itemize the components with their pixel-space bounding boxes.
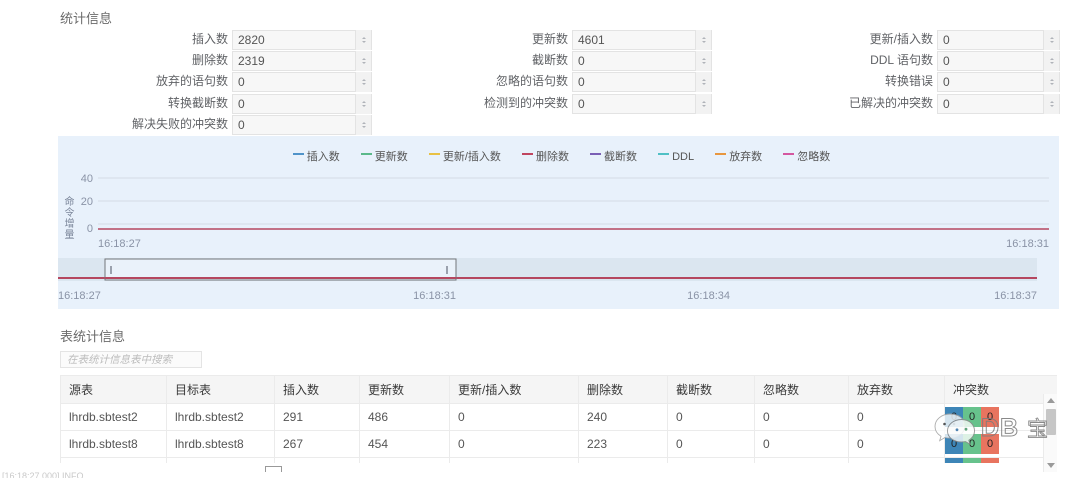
svg-text:40: 40 <box>81 173 93 185</box>
svg-text:16:18:31: 16:18:31 <box>413 290 456 302</box>
svg-text:16:18:37: 16:18:37 <box>994 290 1037 302</box>
svg-text:16:18:31: 16:18:31 <box>1006 238 1049 250</box>
svg-text:16:18:27: 16:18:27 <box>98 238 141 250</box>
svg-text:16:18:34: 16:18:34 <box>687 290 730 302</box>
svg-text:16:18:27: 16:18:27 <box>58 290 101 302</box>
svg-text:0: 0 <box>87 223 93 235</box>
svg-text:20: 20 <box>81 196 93 208</box>
